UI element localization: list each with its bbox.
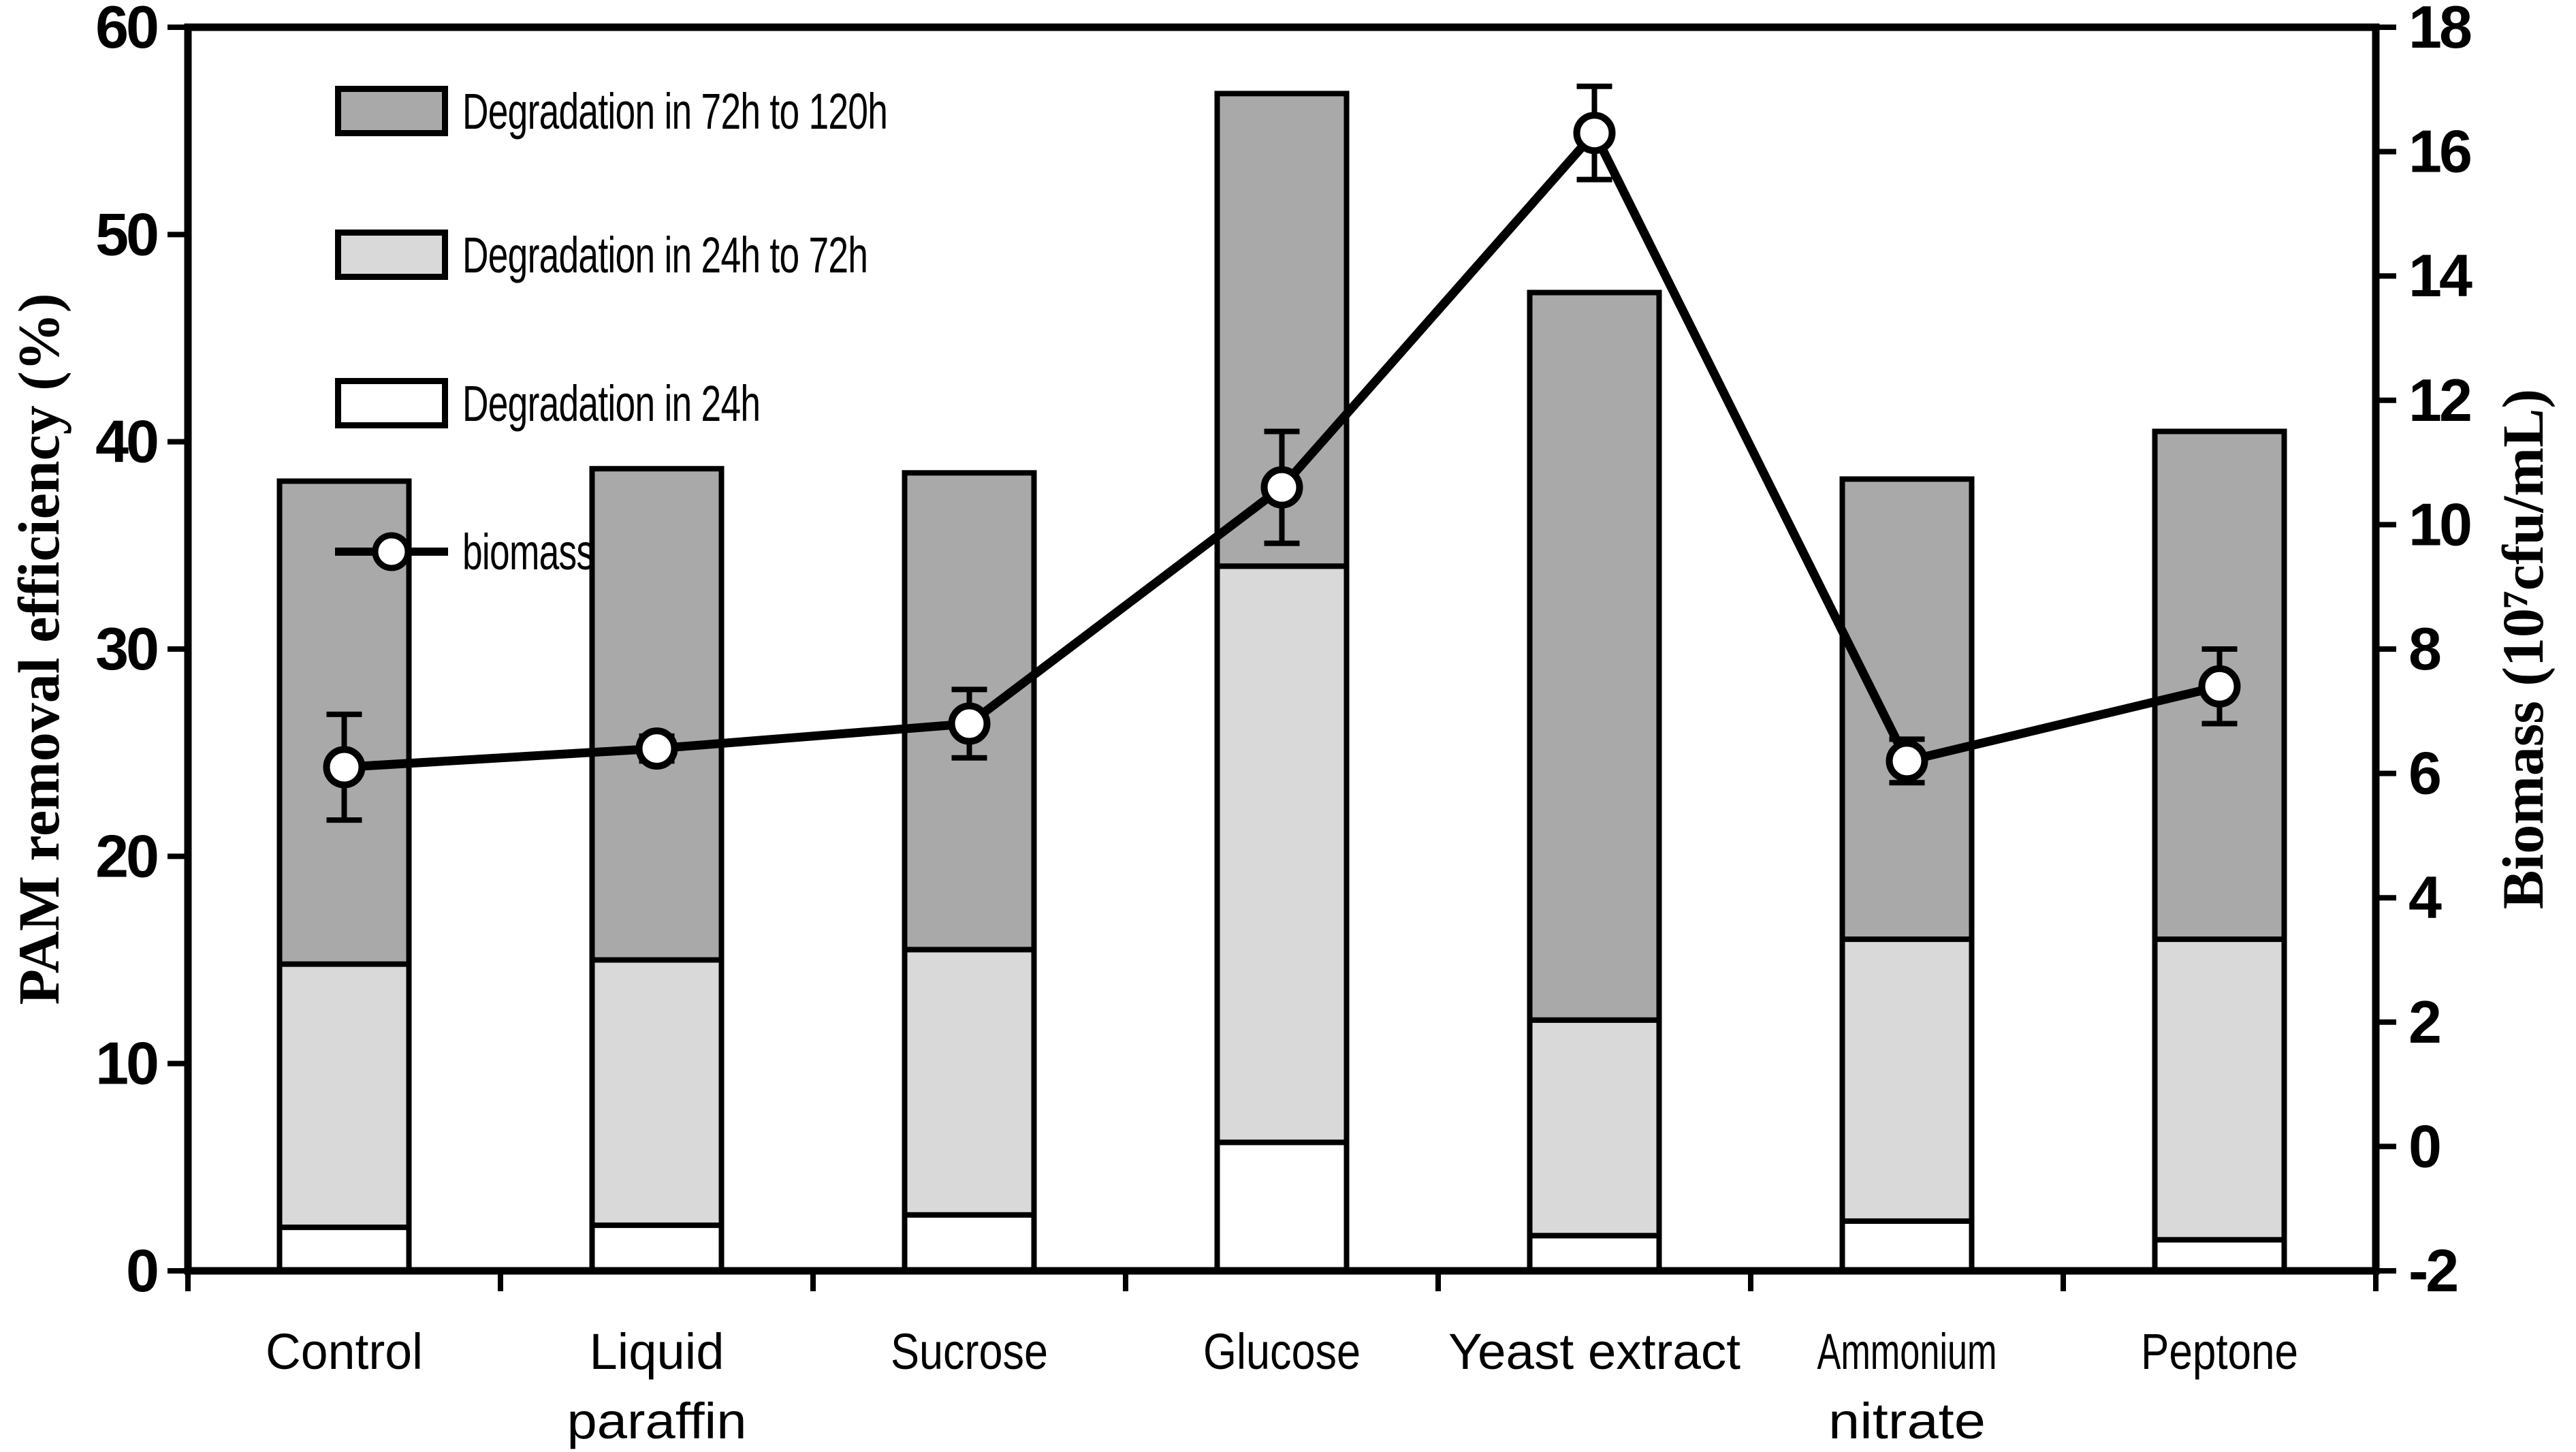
bar-segment [589, 466, 725, 963]
biomass-marker [1886, 740, 1928, 783]
bar-segment [589, 957, 725, 1229]
legend-item-biomass: biomass [335, 524, 646, 580]
category-label: Glucose [1203, 1323, 1361, 1380]
right-tick-label: 8 [2408, 615, 2440, 682]
bar-segment [902, 1212, 1037, 1274]
category-label: nitrate [1828, 1393, 1986, 1449]
left-tick-label: 50 [95, 200, 157, 268]
right-tick-label: 6 [2408, 740, 2440, 807]
bar-segment [2152, 1237, 2287, 1274]
legend-label: Degradation in 24h to 72h [462, 226, 868, 283]
category-label: Ammonium [1817, 1323, 1997, 1380]
bar-segment [1839, 936, 1975, 1224]
legend-line-marker-icon [335, 532, 448, 571]
biomass-marker [948, 702, 991, 745]
bar-segment [2152, 936, 2287, 1243]
left-tick-label: 40 [95, 408, 157, 475]
legend-item-24h: Degradation in 24h [335, 375, 876, 432]
right-tick-label: 4 [2408, 864, 2442, 931]
left-tick-label: 20 [95, 822, 157, 889]
bar-segment [589, 1222, 725, 1274]
right-tick-label: 12 [2408, 366, 2470, 434]
category-label: Peptone [2141, 1323, 2298, 1380]
right-tick-label: -2 [2408, 1237, 2457, 1304]
legend-label: Degradation in 24h [462, 375, 761, 432]
legend-swatch-white [335, 378, 448, 428]
right-tick-label: 18 [2408, 0, 2471, 61]
bar-segment [902, 947, 1037, 1218]
category-label: paraffin [567, 1393, 747, 1449]
category-label: Yeast extract [1448, 1323, 1740, 1380]
bar-segment [1214, 563, 1350, 1146]
bar-segment [1527, 1017, 1662, 1239]
biomass-marker [635, 727, 678, 770]
right-tick-label: 10 [2408, 490, 2470, 558]
right-axis-title: Biomass (10⁷cfu/mL) [2490, 389, 2556, 909]
biomass-marker [1260, 466, 1303, 509]
category-label: Liquid [590, 1323, 725, 1380]
bar-segment [1214, 1139, 1350, 1274]
bar-segment [276, 1225, 412, 1274]
right-tick-label: 0 [2408, 1112, 2440, 1180]
bar-segment [276, 961, 412, 1231]
category-label: Sucrose [891, 1323, 1048, 1380]
right-tick-label: 14 [2408, 242, 2472, 309]
left-tick-label: 10 [95, 1030, 157, 1097]
right-tick-label: 16 [2408, 118, 2470, 185]
biomass-marker [323, 746, 366, 789]
bar-segment [1527, 289, 1662, 1023]
legend: Degradation in 72h to 120h Degradation i… [335, 83, 1288, 603]
right-tick-label: 2 [2408, 988, 2440, 1056]
biomass-marker [1573, 112, 1616, 155]
bar-segment [1839, 476, 1975, 943]
left-tick-label: 60 [95, 0, 157, 61]
left-tick-label: 30 [95, 615, 157, 682]
legend-label: Degradation in 72h to 120h [462, 82, 888, 140]
bar-segment [1527, 1233, 1662, 1274]
legend-item-72h-120h: Degradation in 72h to 120h [335, 83, 1053, 140]
legend-swatch-light [335, 230, 448, 280]
category-label: Control [266, 1323, 423, 1380]
bar-segment [1839, 1218, 1975, 1274]
legend-label: biomass [462, 523, 594, 580]
left-tick-label: 0 [126, 1237, 157, 1304]
legend-item-24h-72h: Degradation in 24h to 72h [335, 227, 1025, 283]
biomass-marker [2198, 665, 2241, 708]
legend-swatch-dark [335, 86, 448, 136]
left-axis-title: PAM removal efficiency (%) [6, 293, 71, 1005]
